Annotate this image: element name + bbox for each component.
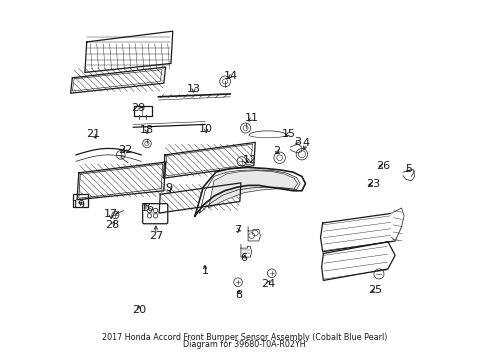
Text: 12: 12	[243, 155, 257, 165]
Text: 5: 5	[405, 164, 411, 174]
Polygon shape	[76, 148, 141, 161]
Text: 9: 9	[164, 183, 172, 193]
Text: 20: 20	[131, 305, 145, 315]
Text: 18: 18	[140, 125, 154, 135]
Text: 6: 6	[240, 253, 246, 263]
Polygon shape	[70, 67, 165, 93]
Text: 24: 24	[260, 279, 274, 289]
Text: 1: 1	[201, 266, 208, 276]
Text: 15: 15	[282, 129, 295, 139]
Polygon shape	[85, 31, 172, 72]
Polygon shape	[321, 242, 394, 280]
Text: 16: 16	[141, 203, 154, 213]
Text: 8: 8	[235, 290, 242, 300]
Polygon shape	[320, 213, 401, 252]
Text: 2017 Honda Accord Front Bumper Sensor Assembly (Cobalt Blue Pearl): 2017 Honda Accord Front Bumper Sensor As…	[102, 333, 386, 342]
Text: 29: 29	[131, 103, 145, 113]
Text: 14: 14	[224, 71, 238, 81]
Polygon shape	[208, 171, 297, 208]
Text: 7: 7	[234, 225, 241, 235]
FancyBboxPatch shape	[142, 204, 167, 224]
FancyBboxPatch shape	[73, 194, 88, 207]
Text: 22: 22	[118, 144, 132, 154]
Text: 26: 26	[375, 161, 389, 171]
Text: 23: 23	[365, 179, 379, 189]
Polygon shape	[163, 142, 255, 178]
Polygon shape	[195, 167, 305, 216]
FancyBboxPatch shape	[133, 106, 151, 116]
Polygon shape	[391, 208, 403, 241]
Polygon shape	[77, 162, 165, 200]
Polygon shape	[402, 169, 414, 181]
Text: 28: 28	[105, 220, 120, 230]
Polygon shape	[249, 131, 286, 138]
Text: 27: 27	[148, 231, 163, 240]
Polygon shape	[241, 244, 251, 257]
Polygon shape	[247, 226, 260, 241]
Text: 10: 10	[199, 124, 213, 134]
Text: 21: 21	[86, 129, 100, 139]
Text: 17: 17	[104, 209, 118, 219]
Text: 3: 3	[293, 137, 301, 147]
Text: 11: 11	[244, 113, 258, 123]
Text: 13: 13	[186, 84, 200, 94]
Polygon shape	[159, 183, 241, 213]
Text: 4: 4	[302, 139, 309, 148]
Text: 2: 2	[273, 145, 280, 156]
Text: 19: 19	[71, 200, 85, 210]
Polygon shape	[290, 144, 301, 153]
Text: Diagram for 39680-T0A-R02YH: Diagram for 39680-T0A-R02YH	[183, 341, 305, 350]
Text: 25: 25	[367, 285, 382, 296]
